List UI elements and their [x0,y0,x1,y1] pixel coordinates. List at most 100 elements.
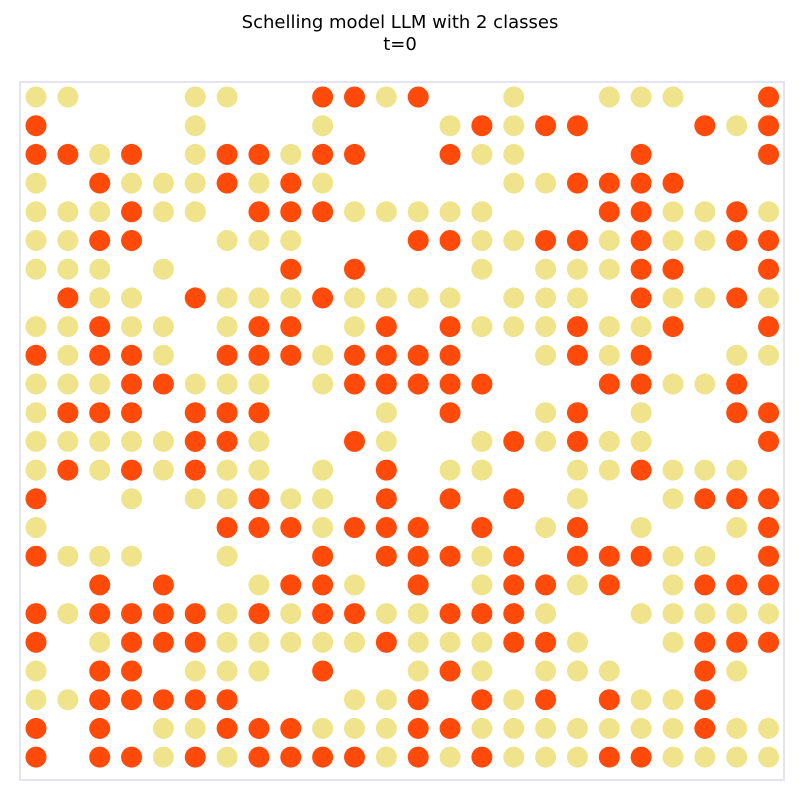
agent-point-class-a [566,517,588,538]
agent-point-class-b [152,172,174,194]
agent-point-class-a [344,373,365,395]
agent-point-class-b [89,143,111,165]
agent-point-class-b [184,660,206,682]
agent-point-class-a [248,603,270,625]
agent-point-class-b [89,258,111,280]
agent-point-class-b [630,86,652,108]
agent-point-class-b [248,660,270,682]
agent-point-class-b [121,488,143,510]
agent-point-class-b [694,373,716,395]
agent-point-class-a [630,201,652,223]
agent-point-class-b [375,402,397,424]
agent-point-class-b [216,545,238,567]
agent-point-class-b [471,143,493,165]
agent-point-class-a [280,258,302,280]
agent-point-class-a [758,488,780,510]
agent-point-class-b [216,287,238,309]
agent-point-class-a [598,746,620,768]
agent-point-class-b [216,86,238,108]
agent-point-class-a [248,344,270,366]
agent-point-class-a [503,631,525,653]
agent-point-class-b [662,717,684,739]
agent-point-class-b [630,316,652,338]
agent-point-class-a [248,143,270,165]
agent-point-class-b [184,115,206,137]
agent-point-class-a [344,603,365,625]
agent-point-class-b [662,574,684,596]
chart-title-block: Schelling model LLM with 2 classes t=0 [0,12,800,56]
agent-point-class-b [503,86,525,108]
agent-point-class-b [121,430,143,452]
agent-point-class-a [344,430,365,452]
agent-point-class-b [694,746,716,768]
agent-point-class-a [407,574,429,596]
agent-point-class-a [758,316,780,338]
agent-point-class-b [25,172,47,194]
agent-point-class-a [630,373,652,395]
agent-point-class-b [758,603,780,625]
agent-point-class-a [375,344,397,366]
agent-point-class-a [57,143,79,165]
agent-point-class-a [694,660,716,682]
agent-point-class-b [57,316,79,338]
agent-point-class-a [89,689,111,711]
agent-point-class-b [630,517,652,538]
agent-point-class-b [503,287,525,309]
agent-point-class-a [439,373,461,395]
agent-point-class-b [312,631,334,653]
agent-point-class-b [535,517,557,538]
agent-point-class-a [535,689,557,711]
agent-point-class-b [758,344,780,366]
agent-point-class-a [312,574,334,596]
agent-point-class-b [471,545,493,567]
agent-point-class-a [280,717,302,739]
agent-point-class-b [630,717,652,739]
agent-point-class-b [375,603,397,625]
agent-point-class-b [662,545,684,567]
agent-point-class-b [471,230,493,251]
agent-point-class-a [216,143,238,165]
agent-point-class-a [89,316,111,338]
agent-point-class-a [312,660,334,682]
agent-point-class-b [598,316,620,338]
agent-point-class-b [726,717,748,739]
agent-point-class-b [566,574,588,596]
agent-point-class-b [152,430,174,452]
agent-point-class-a [407,545,429,567]
agent-point-class-a [184,631,206,653]
agent-point-class-b [184,488,206,510]
agent-point-class-a [152,574,174,596]
agent-point-class-a [694,631,716,653]
agent-point-class-b [344,717,365,739]
agent-point-class-b [248,459,270,481]
agent-point-class-b [471,201,493,223]
agent-point-class-b [216,488,238,510]
agent-point-class-a [121,660,143,682]
agent-point-class-a [758,115,780,137]
agent-point-class-a [630,746,652,768]
agent-point-class-b [312,488,334,510]
agent-point-class-b [25,373,47,395]
agent-point-class-a [25,631,47,653]
agent-point-class-a [630,287,652,309]
agent-point-class-b [535,746,557,768]
agent-point-class-b [248,430,270,452]
agent-point-class-b [535,172,557,194]
agent-point-class-b [535,258,557,280]
agent-point-class-a [694,488,716,510]
agent-point-class-b [566,287,588,309]
agent-point-class-a [121,143,143,165]
agent-point-class-b [694,201,716,223]
agent-point-class-a [407,373,429,395]
agent-point-class-a [598,689,620,711]
agent-point-class-b [726,603,748,625]
agent-point-class-b [471,430,493,452]
agent-point-class-b [503,316,525,338]
agent-point-class-a [375,545,397,567]
agent-point-class-a [439,603,461,625]
agent-point-class-a [344,344,365,366]
agent-point-class-b [152,201,174,223]
agent-point-class-b [407,287,429,309]
agent-point-class-b [312,373,334,395]
agent-point-class-a [216,717,238,739]
